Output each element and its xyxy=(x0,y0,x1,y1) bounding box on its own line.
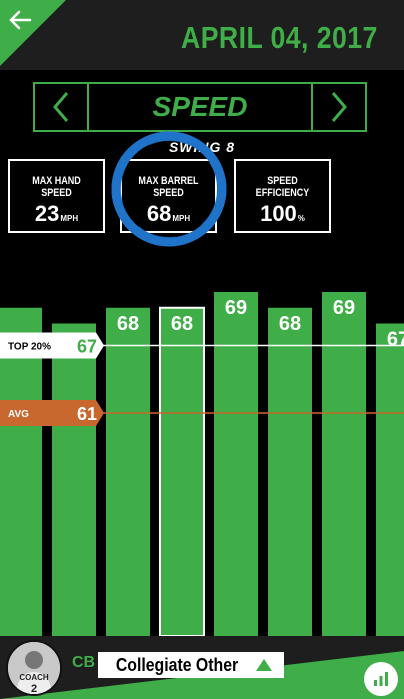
chart-bar[interactable] xyxy=(52,323,96,637)
header: APRIL 04, 2017 xyxy=(0,0,404,70)
reference-value: 67 xyxy=(77,337,97,357)
reference-tag xyxy=(0,400,104,426)
reference-name: AVG xyxy=(8,409,29,420)
level-selector[interactable]: Collegiate Other xyxy=(98,652,284,678)
bar-value-label: 67 xyxy=(387,329,404,351)
next-metric-button[interactable] xyxy=(311,84,365,130)
chart-bar[interactable] xyxy=(322,292,366,636)
metric-title: SPEED xyxy=(152,91,248,122)
bar-value-label: 69 xyxy=(333,297,355,319)
reference-tag xyxy=(0,332,104,359)
metric-unit: % xyxy=(297,214,305,223)
back-button[interactable] xyxy=(0,0,66,66)
swing-chart: 68 68 69 68 69 67 TOP 20% 67 AVG 61 xyxy=(0,290,404,636)
player-position: CB xyxy=(72,654,96,671)
chevron-left-icon xyxy=(53,92,69,122)
jersey-number: 2 xyxy=(31,683,37,694)
bar-value-label: 68 xyxy=(117,313,139,335)
metric-label: MAX HAND SPEED xyxy=(32,175,81,199)
bar-chart-icon xyxy=(374,672,388,686)
swing-chart-svg: 68 68 69 68 69 67 TOP 20% 67 AVG 61 xyxy=(0,292,404,637)
highlight-circle xyxy=(111,131,227,247)
triangle-up-icon xyxy=(256,659,272,671)
metric-value: 68 xyxy=(146,201,172,226)
chart-bar[interactable] xyxy=(159,306,205,636)
avatar[interactable]: COACH 2 xyxy=(6,640,62,696)
chart-bar[interactable] xyxy=(106,307,150,636)
chart-bar[interactable] xyxy=(0,307,42,636)
max-hand-speed-card[interactable]: MAX HAND SPEED 23MPH xyxy=(8,159,105,233)
reference-name: TOP 20% xyxy=(8,342,51,353)
chart-bar[interactable] xyxy=(214,292,258,636)
jersey-text: COACH xyxy=(19,673,49,682)
bar-value-label: 68 xyxy=(279,313,301,335)
session-date: APRIL 04, 2017 xyxy=(181,20,378,55)
metric-label: SPEED EFFICIENCY xyxy=(255,175,310,199)
chevron-right-icon xyxy=(331,92,347,122)
bar-value-label: 69 xyxy=(225,297,247,319)
reference-value: 61 xyxy=(77,404,97,424)
bar-value-label: 68 xyxy=(171,313,193,335)
chart-bar[interactable] xyxy=(376,323,404,637)
metric-unit: MPH xyxy=(60,214,79,223)
back-arrow-icon[interactable] xyxy=(6,6,34,34)
max-barrel-speed-card[interactable]: MAX BARREL SPEED 68MPH xyxy=(120,159,217,233)
metric-label: MAX BARREL SPEED xyxy=(138,175,199,199)
level-label: Collegiate Other xyxy=(115,654,239,675)
metric-value: 23 xyxy=(34,201,60,226)
chart-bar[interactable] xyxy=(268,307,312,636)
footer xyxy=(0,636,404,699)
player-photo: COACH 2 xyxy=(8,642,60,694)
speed-efficiency-card[interactable]: SPEED EFFICIENCY 100% xyxy=(234,159,331,233)
metric-value: 100 xyxy=(260,201,297,226)
metric-selector: SPEED xyxy=(33,82,367,132)
metric-unit: MPH xyxy=(172,214,191,223)
previous-metric-button[interactable] xyxy=(35,84,89,130)
stats-button[interactable] xyxy=(364,662,398,696)
